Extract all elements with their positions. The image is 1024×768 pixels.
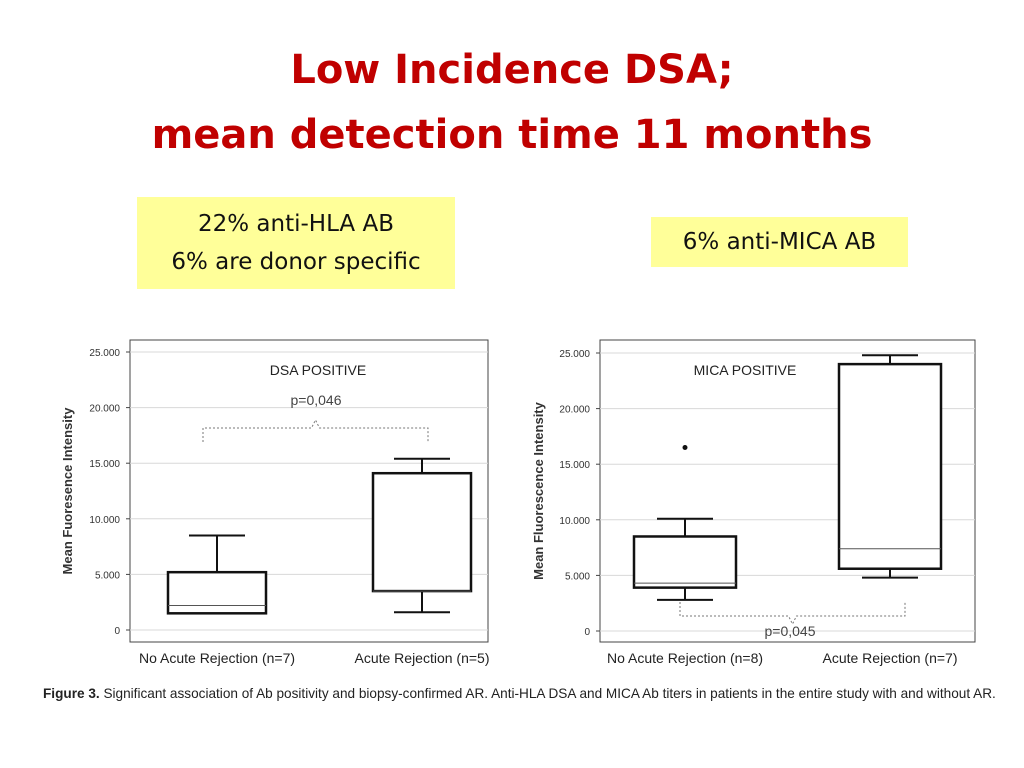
y-tick-label: 15.000: [89, 459, 120, 470]
y-tick-label: 0: [584, 627, 590, 638]
box-iqr: [632, 535, 738, 589]
x-category-label: Acute Rejection (n=5): [354, 650, 489, 666]
outlier-point: [682, 445, 688, 451]
y-tick-label: 25.000: [89, 348, 120, 359]
mica-callout-box: 6% anti-MICA AB: [651, 217, 908, 267]
box-2: [371, 457, 473, 614]
box-1: [166, 534, 268, 615]
caption-text: Significant association of Ab positivity…: [103, 686, 996, 701]
slide-title-line2: mean detection time 11 months: [151, 112, 873, 158]
hla-callout-line1: 22% anti-HLA AB: [197, 211, 394, 237]
y-tick-label: 15.000: [559, 460, 590, 471]
panel-title: DSA POSITIVE: [270, 362, 366, 378]
y-tick-label: 5.000: [95, 570, 120, 581]
y-axis-label: Mean Fuoresence Intensity: [60, 407, 75, 575]
p-value-label: p=0,045: [765, 623, 816, 639]
figure-caption: Figure 3. Significant association of Ab …: [43, 684, 1008, 704]
y-tick-label: 20.000: [89, 404, 120, 415]
y-tick-label: 20.000: [559, 405, 590, 416]
y-axis-label: Mean Fluorescence Intensity: [531, 401, 546, 579]
boxplot-panel-1: 0 5.000 10.000 15.000 20.000 25.000 Mean Fuore…: [60, 339, 490, 666]
y-tick-label: 10.000: [559, 516, 590, 527]
hla-callout-line2: 6% are donor specific: [171, 249, 421, 275]
y-tick-label: 0: [114, 626, 120, 637]
x-category-label: No Acute Rejection (n=8): [607, 650, 763, 666]
y-tick-label: 5.000: [565, 571, 590, 582]
x-category-label: Acute Rejection (n=7): [822, 650, 957, 666]
box-iqr: [371, 471, 473, 593]
panel-title: MICA POSITIVE: [694, 362, 797, 378]
boxplot-panel-2: 0 5.000 10.000 15.000 20.000 25.000 Mean Fluor…: [531, 339, 976, 666]
hla-callout-box: 22% anti-HLA AB 6% are donor specific: [137, 197, 455, 289]
x-category-label: No Acute Rejection (n=7): [139, 650, 295, 666]
y-tick-label: 25.000: [559, 349, 590, 360]
significance-bracket: [679, 602, 906, 626]
box-2: [837, 354, 943, 579]
caption-label: Figure 3.: [43, 686, 100, 701]
significance-bracket: [202, 418, 429, 442]
y-tick-label: 10.000: [89, 515, 120, 526]
box-1: [632, 445, 738, 601]
box-iqr: [166, 570, 268, 615]
p-value-label: p=0,046: [291, 392, 342, 408]
box-iqr: [837, 362, 943, 570]
slide-title-line1: Low Incidence DSA;: [290, 47, 734, 93]
